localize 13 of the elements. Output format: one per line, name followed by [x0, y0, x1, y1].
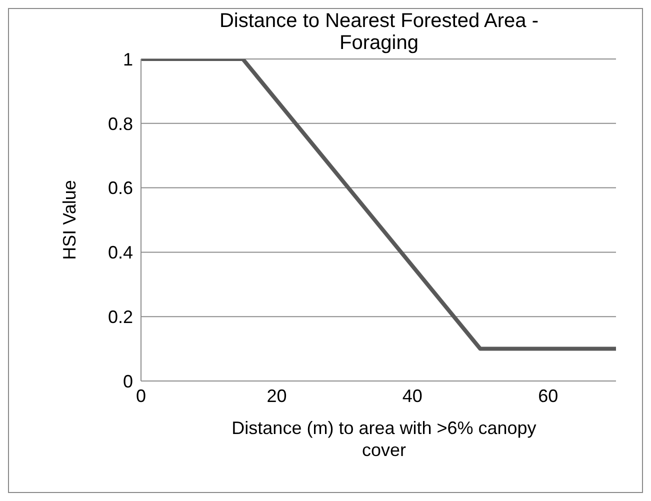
x-axis-title: Distance (m) to area with >6% canopy cover [230, 417, 538, 461]
x-tick-label: 0 [136, 386, 146, 406]
y-tick-label: 0.2 [108, 306, 133, 327]
x-tick-label: 40 [402, 386, 422, 406]
y-axis-title: HSI Value [59, 180, 80, 260]
y-tick-label: 0 [122, 371, 133, 392]
chart-title: Distance to Nearest Forested Area - Foraging [218, 10, 540, 54]
x-tick-label: 20 [266, 386, 287, 406]
y-tick-label: 1 [122, 49, 133, 70]
y-tick-label: 0.6 [108, 178, 133, 198]
y-tick-label: 0.8 [108, 114, 133, 134]
x-tick-label: 60 [538, 386, 558, 406]
y-tick-label: 0.4 [108, 242, 133, 263]
